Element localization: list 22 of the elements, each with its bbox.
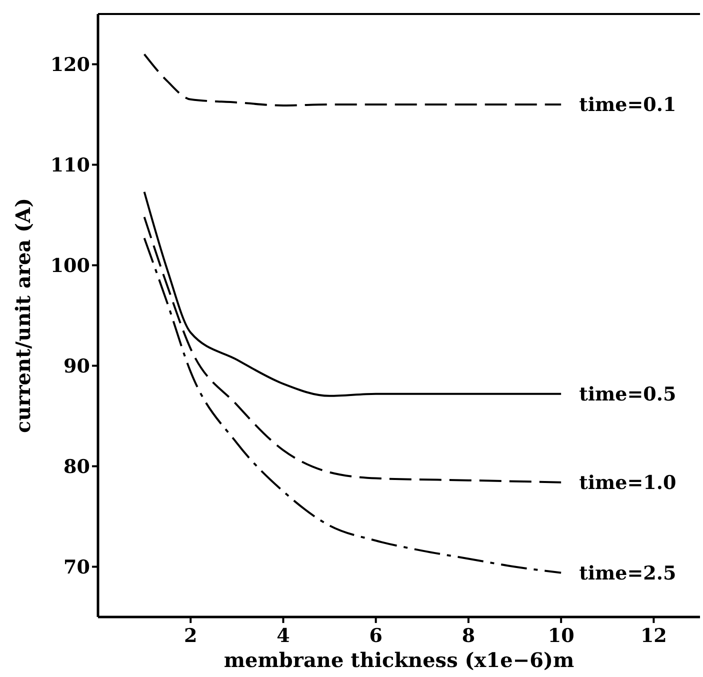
x-tick-label: 8 xyxy=(462,625,476,647)
line-series xyxy=(143,237,562,574)
series-label: time=0.5 xyxy=(579,384,676,406)
y-axis-title: current/unit area (A) xyxy=(11,198,35,434)
x-tick-label: 12 xyxy=(640,625,667,647)
line-series xyxy=(143,190,562,397)
y-tick-label: 70 xyxy=(64,556,90,578)
x-tick-label: 2 xyxy=(184,625,198,647)
x-axis-title: membrane thickness (x1e−6)m xyxy=(224,648,574,672)
y-tick-label: 90 xyxy=(64,355,90,378)
x-tick-label: 4 xyxy=(276,625,290,647)
series-label: time=1.0 xyxy=(579,472,676,494)
x-tick-label: 6 xyxy=(369,625,382,647)
x-tick-label: 10 xyxy=(548,625,574,647)
series-label: time=2.5 xyxy=(579,562,676,584)
y-tick-label: 120 xyxy=(50,54,90,76)
y-tick-label: 80 xyxy=(64,456,90,478)
y-tick-label: 110 xyxy=(50,154,90,176)
line-series xyxy=(143,216,562,484)
line-series xyxy=(143,53,562,106)
series-label: time=0.1 xyxy=(579,94,676,116)
y-tick-label: 100 xyxy=(50,254,90,277)
